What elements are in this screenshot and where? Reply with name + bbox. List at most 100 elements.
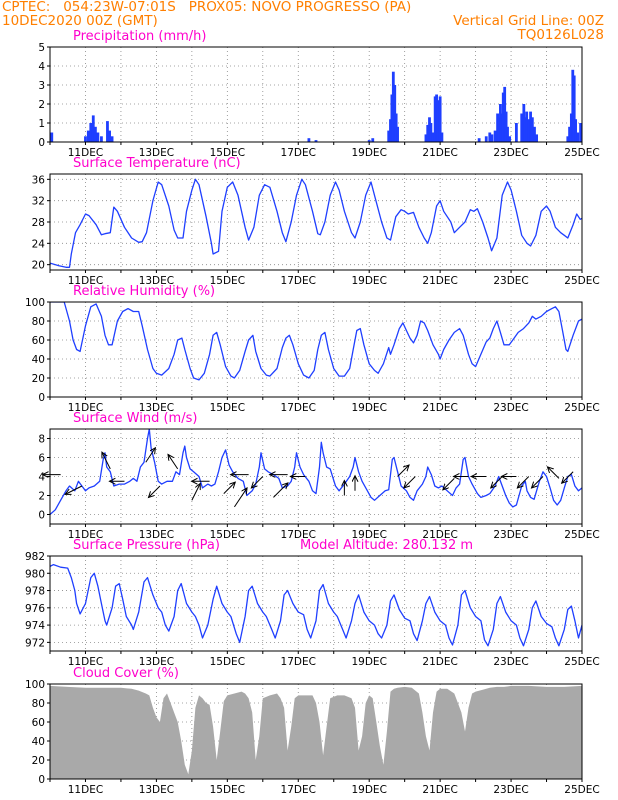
series [50, 685, 582, 779]
wind-vector [102, 452, 111, 470]
y-tick-label: 0 [38, 774, 45, 786]
x-tick-label: 25DEC [564, 784, 599, 796]
precip-bar [506, 126, 509, 142]
wind-vector [65, 485, 83, 494]
x-tick-label: 19DEC [351, 529, 386, 541]
y-tick-label: 28 [32, 217, 45, 229]
x-tick-label: 21DEC [422, 784, 457, 796]
x-tick-label: 13DEC [139, 275, 174, 287]
precip-bar [571, 69, 575, 142]
x-tick-label: 23DEC [493, 402, 528, 414]
x-tick-label: 19DEC [351, 402, 386, 414]
series [50, 69, 582, 142]
x-tick-label: 15DEC [210, 147, 245, 159]
panel-0: 0 1 2 3 4 5 11DEC 13DEC 15DEC 17DEC 19DEC 21DEC 23DE… [38, 29, 599, 159]
precip-bar [396, 126, 399, 142]
precip-bar [503, 86, 507, 142]
precip-bar [389, 119, 392, 142]
precip-bar [307, 138, 311, 142]
precip-bar [431, 132, 435, 142]
series [50, 563, 582, 647]
x-tick-label: 15DEC [210, 402, 245, 414]
precip-bar [394, 113, 398, 142]
x-tick-label: 19DEC [351, 656, 386, 668]
precip-bar [572, 75, 576, 142]
precip-bar [580, 130, 582, 142]
y-tick-label: 980 [25, 568, 45, 580]
x-tick-label: 13DEC [139, 656, 174, 668]
y-tick-label: 5 [38, 42, 45, 54]
wind-vector [148, 485, 161, 497]
y-tick-label: 36 [32, 174, 46, 186]
wind-vector [273, 483, 287, 498]
precip-bar [514, 123, 518, 142]
wind-vector [191, 484, 200, 501]
precip-bar [579, 123, 582, 142]
precip-bar [433, 96, 437, 142]
x-tick-label: 17DEC [281, 147, 316, 159]
x-tick-label: 19DEC [351, 147, 386, 159]
precip-bar [50, 132, 54, 142]
x-tick-label: 21DEC [422, 147, 457, 159]
y-tick-label: 0 [38, 510, 45, 522]
precip-bar [520, 113, 524, 142]
precip-bar [568, 126, 571, 142]
wind-vector [562, 471, 574, 483]
y-tick-label: 40 [32, 354, 45, 366]
panel-4: 972 974 976 978 980 982 11DEC 13DEC 15DEC 17DEC 19… [25, 538, 600, 668]
precip-bar [576, 132, 580, 142]
y-tick-label: 80 [32, 698, 45, 710]
panel-title: Surface Wind (m/s) [73, 411, 197, 426]
series [50, 178, 582, 268]
x-tick-label: 15DEC [210, 656, 245, 668]
precip-bar [496, 113, 499, 142]
y-tick-label: 978 [25, 586, 45, 598]
wind-vector [532, 476, 544, 488]
precip-bar [497, 117, 501, 142]
series-line [50, 178, 582, 268]
series [50, 429, 582, 515]
y-tick-label: 60 [32, 717, 45, 729]
precip-bar [435, 94, 438, 142]
precip-bar [500, 113, 504, 142]
x-tick-label: 23DEC [493, 656, 528, 668]
precip-bar [499, 104, 502, 142]
y-tick-label: 20 [32, 755, 45, 767]
y-tick-label: 972 [25, 637, 45, 649]
precip-bar [367, 140, 371, 142]
precip-bar [490, 134, 494, 142]
series-line [50, 429, 582, 515]
precip-bar [91, 115, 95, 142]
panel-frame [49, 46, 583, 143]
wind-vector [517, 476, 530, 488]
x-tick-label: 13DEC [139, 402, 174, 414]
x-tick-label: 23DEC [493, 275, 528, 287]
x-tick-label: 23DEC [493, 147, 528, 159]
precip-bar [314, 140, 318, 142]
panel-title: Surface Pressure (hPa) [73, 538, 220, 553]
y-tick-label: 32 [32, 196, 45, 208]
header-station: CPTEC: 054:23W-07:01S PROX05: NOVO PROGR… [2, 0, 412, 15]
precip-bar [426, 124, 430, 142]
panel-frame [49, 555, 583, 652]
panel-frame [49, 683, 583, 780]
x-tick-label: 19DEC [351, 784, 386, 796]
panel-3: 0 2 4 6 8 11DEC 13DEC 15DEC 17DEC 19DEC 21DEC 23DEC… [38, 411, 599, 541]
wind-vector [397, 465, 409, 477]
wind-vector [251, 476, 264, 488]
panel-title: Surface Temperature (nC) [73, 156, 241, 171]
wind-vector [145, 448, 156, 463]
y-tick-label: 24 [32, 238, 46, 250]
y-tick-label: 8 [38, 434, 45, 446]
x-tick-label: 19DEC [351, 275, 386, 287]
precip-bar [477, 138, 481, 142]
x-tick-label: 15DEC [210, 529, 245, 541]
x-tick-label: 21DEC [422, 529, 457, 541]
precip-bar [429, 123, 433, 142]
wind-vector [404, 476, 416, 488]
precip-bar [493, 130, 497, 142]
precip-bar [522, 104, 526, 142]
x-tick-label: 11DEC [68, 529, 103, 541]
y-tick-label: 0 [38, 392, 45, 404]
x-tick-label: 21DEC [422, 275, 457, 287]
